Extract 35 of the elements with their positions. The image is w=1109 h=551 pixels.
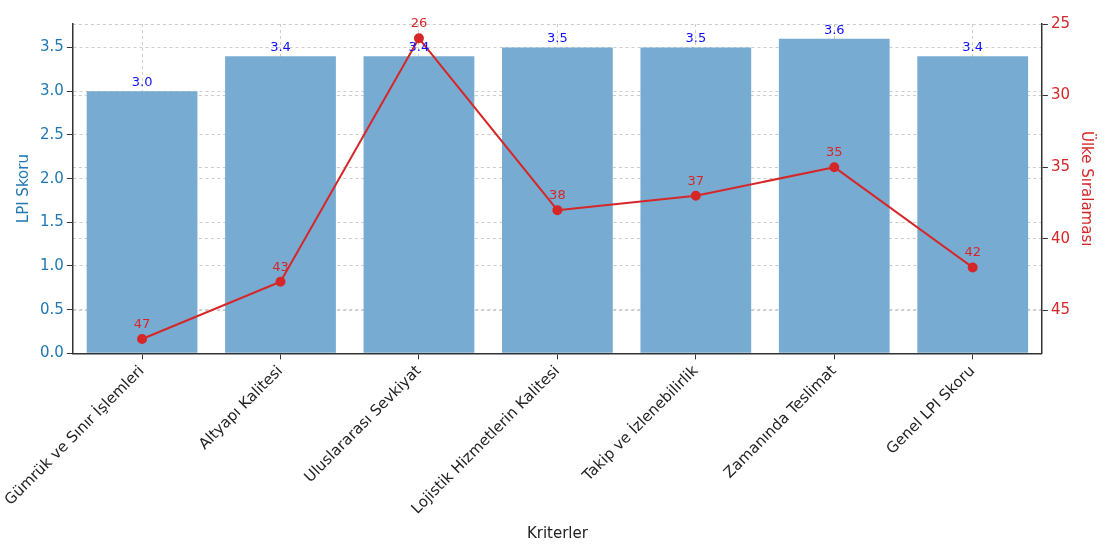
y-axis-title: LPI Skoru — [13, 154, 32, 224]
y-tick-label: 0.5 — [39, 299, 64, 318]
data-label: 37 — [687, 172, 705, 188]
y-tick-label: 3.5 — [39, 37, 64, 56]
y-tick-label: 3.0 — [39, 81, 64, 100]
y-tick-label: 2.5 — [39, 124, 64, 143]
point — [967, 262, 978, 273]
y-tick-label: 0.0 — [39, 343, 64, 362]
point — [275, 276, 286, 287]
data-label: 3.0 — [131, 74, 153, 90]
data-label: 3.4 — [962, 39, 984, 55]
data-label: 3.5 — [547, 30, 568, 46]
data-label: 26 — [410, 15, 428, 31]
data-label: 47 — [133, 315, 151, 331]
data-label: 42 — [964, 244, 981, 260]
y-tick-label: 1.5 — [39, 212, 64, 231]
data-label: 38 — [549, 187, 566, 203]
y2-tick-label: 40 — [1050, 228, 1071, 247]
data-label: 35 — [825, 144, 843, 160]
y2-axis-title: Ülke Sıralaması — [1078, 130, 1098, 247]
point — [137, 334, 148, 344]
data-label: 3.4 — [270, 39, 291, 55]
point — [690, 190, 701, 201]
data-label: 3.5 — [685, 30, 707, 46]
data-label: 3.6 — [823, 21, 845, 37]
y2-tick-label: 35 — [1050, 157, 1071, 176]
x-axis-title: Kriterler — [526, 523, 589, 542]
y-tick-label: 2.0 — [39, 168, 64, 187]
point — [552, 205, 563, 216]
data-label: 43 — [272, 258, 289, 274]
y-tick-label: 1.0 — [39, 255, 64, 274]
y2-tick-label: 30 — [1050, 85, 1071, 104]
point — [829, 162, 840, 173]
y2-tick-label: 25 — [1050, 13, 1071, 32]
y2-tick-label: 45 — [1050, 300, 1071, 319]
